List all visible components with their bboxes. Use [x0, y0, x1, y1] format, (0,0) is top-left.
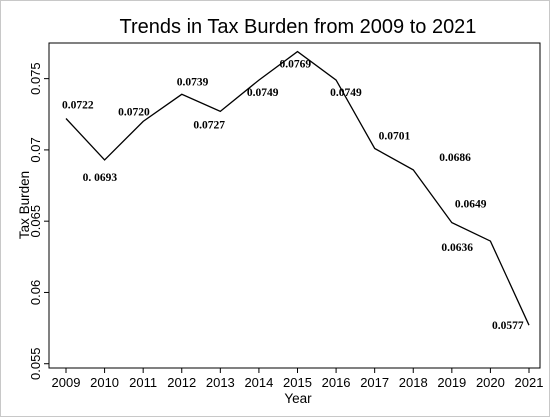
x-tick-label: 2012 — [167, 375, 196, 390]
x-tick-label: 2010 — [90, 375, 119, 390]
x-axis: 2009 2010 2011 2012 2013 2014 2015 2016 2017 2018… — [52, 368, 544, 390]
x-tick-label: 2018 — [399, 375, 428, 390]
x-tick-label: 2014 — [244, 375, 273, 390]
x-tick-label: 2011 — [129, 375, 157, 390]
x-tick-label: 2019 — [437, 375, 466, 390]
y-tick-label: 0.06 — [28, 280, 43, 305]
x-tick-label: 2013 — [206, 375, 235, 390]
data-label: 0.0739 — [177, 76, 209, 88]
y-axis-title: Tax Burden — [17, 171, 32, 239]
x-axis-title: Year — [284, 391, 312, 406]
data-label: 0.0649 — [455, 199, 487, 211]
y-axis: 0.055 0.06 0.065 0.07 0.075 — [28, 62, 49, 380]
data-label: 0.0701 — [379, 130, 411, 142]
y-tick-label: 0.07 — [28, 137, 43, 162]
plot-area-frame — [48, 42, 541, 369]
y-tick-label: 0.065 — [28, 205, 43, 238]
x-tick-label: 2020 — [476, 375, 505, 390]
data-label: 0.0686 — [439, 152, 471, 164]
data-label-layer: 0.0722 0. 0693 0.0720 0.0739 0.0727 0.0749 0.0… — [62, 59, 524, 333]
data-label: 0.0727 — [193, 119, 225, 131]
data-label: 0.0577 — [492, 320, 524, 332]
x-tick-label: 2017 — [360, 375, 389, 390]
y-tick-label: 0.055 — [28, 347, 43, 380]
series-layer — [65, 50, 530, 326]
series-line — [65, 50, 530, 326]
data-label: 0.0749 — [247, 87, 279, 99]
data-label: 0.0722 — [62, 100, 94, 112]
y-tick-label: 0.075 — [28, 62, 43, 95]
x-tick-label: 2015 — [283, 375, 312, 390]
x-tick-label: 2016 — [322, 375, 351, 390]
x-tick-label: 2021 — [515, 375, 544, 390]
data-label: 0.0636 — [441, 242, 473, 254]
chart-title: Trends in Tax Burden from 2009 to 2021 — [120, 16, 477, 38]
data-label: 0.0749 — [330, 87, 362, 99]
data-label: 0.0720 — [118, 106, 150, 118]
data-label: 0.0769 — [280, 59, 312, 71]
x-tick-label: 2009 — [52, 375, 81, 390]
data-label: 0. 0693 — [83, 172, 118, 184]
